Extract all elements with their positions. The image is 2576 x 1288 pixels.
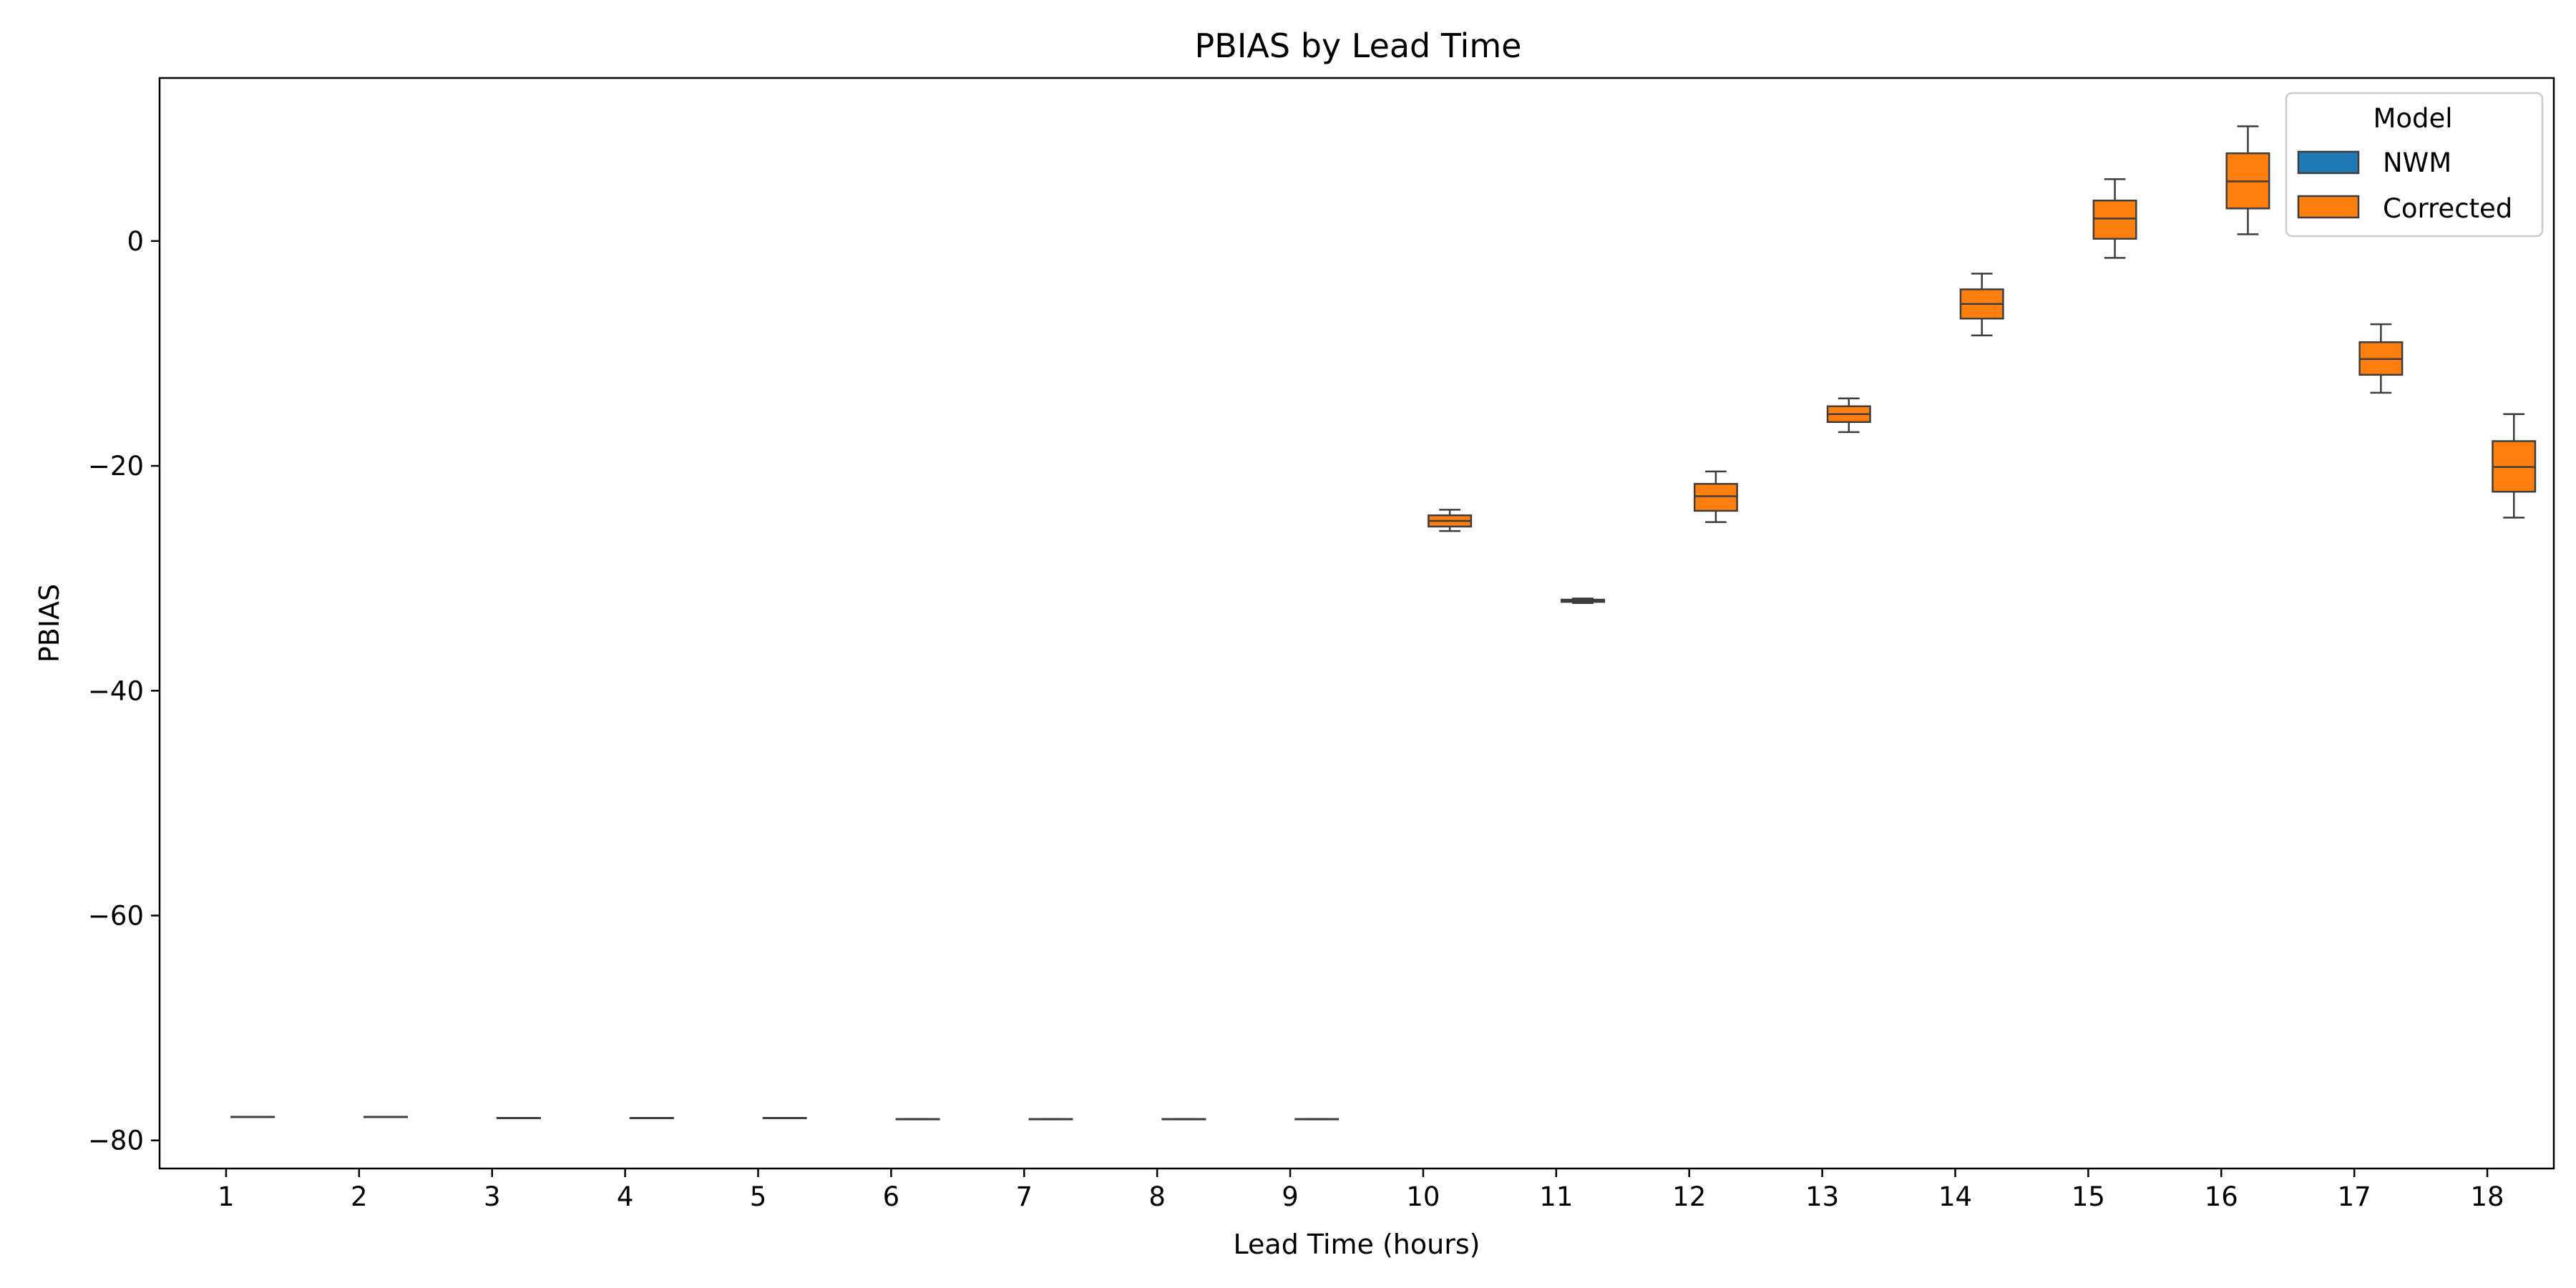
box-2 (364, 1116, 409, 1118)
x-tick-label: 18 (2471, 1181, 2504, 1212)
legend-title: Model (2373, 103, 2452, 134)
x-tick-label: 9 (1282, 1181, 1299, 1212)
y-tick-label: −80 (88, 1126, 144, 1156)
legend-label-nwm: NWM (2383, 147, 2451, 178)
box-10 (1428, 509, 1473, 532)
box-18 (2492, 413, 2537, 519)
box-1 (230, 1116, 275, 1118)
x-tick-label: 2 (351, 1181, 368, 1212)
x-tick-label: 12 (1672, 1181, 1706, 1212)
legend: Model NWM Corrected (2285, 92, 2544, 238)
x-tick-label: 5 (750, 1181, 767, 1212)
x-tick-label: 11 (1539, 1181, 1573, 1212)
x-axis-label: Lead Time (hours) (1234, 1229, 1480, 1260)
y-tick-label: −40 (88, 675, 144, 706)
iqr-box (2092, 200, 2137, 240)
x-tick-label: 7 (1016, 1181, 1033, 1212)
x-tick-label: 4 (617, 1181, 634, 1212)
box-13 (1826, 397, 1871, 434)
box-11 (1561, 597, 1606, 604)
box-15 (2092, 178, 2137, 259)
x-tick-label: 6 (883, 1181, 900, 1212)
box-6 (895, 1118, 940, 1121)
x-tick-label: 15 (2072, 1181, 2105, 1212)
x-tick-label: 17 (2338, 1181, 2371, 1212)
axes-frame (158, 77, 2555, 1170)
plot-area (230, 125, 2537, 1121)
legend-label-corrected: Corrected (2383, 193, 2512, 224)
box-7 (1028, 1118, 1073, 1121)
box-17 (2358, 323, 2404, 394)
y-tick-label: 0 (127, 226, 144, 257)
x-tick-label: 16 (2205, 1181, 2238, 1212)
x-tick-label: 8 (1148, 1181, 1166, 1212)
chart-title: PBIAS by Lead Time (1195, 26, 1522, 65)
x-tick-label: 14 (1938, 1181, 1972, 1212)
x-tick-label: 3 (484, 1181, 501, 1212)
iqr-box (1693, 482, 1738, 512)
x-tick-label: 13 (1805, 1181, 1839, 1212)
x-tick-label: 10 (1406, 1181, 1440, 1212)
x-tick-label: 1 (218, 1181, 235, 1212)
box-16 (2225, 125, 2270, 235)
legend-swatch-nwm (2297, 150, 2360, 175)
y-axis: 0 −20 −40 −60 −80 (88, 226, 160, 1156)
box-9 (1294, 1118, 1340, 1121)
legend-swatch-corrected (2297, 195, 2360, 219)
box-12 (1693, 470, 1738, 523)
x-axis: 1 2 3 4 5 6 7 8 9 10 11 12 13 14 15 16 17 18 (218, 1169, 2504, 1212)
y-tick-label: −20 (88, 451, 144, 482)
box-8 (1161, 1118, 1206, 1121)
box-14 (1959, 273, 2004, 337)
y-axis-label: PBIAS (34, 584, 65, 663)
y-tick-label: −60 (88, 900, 144, 931)
